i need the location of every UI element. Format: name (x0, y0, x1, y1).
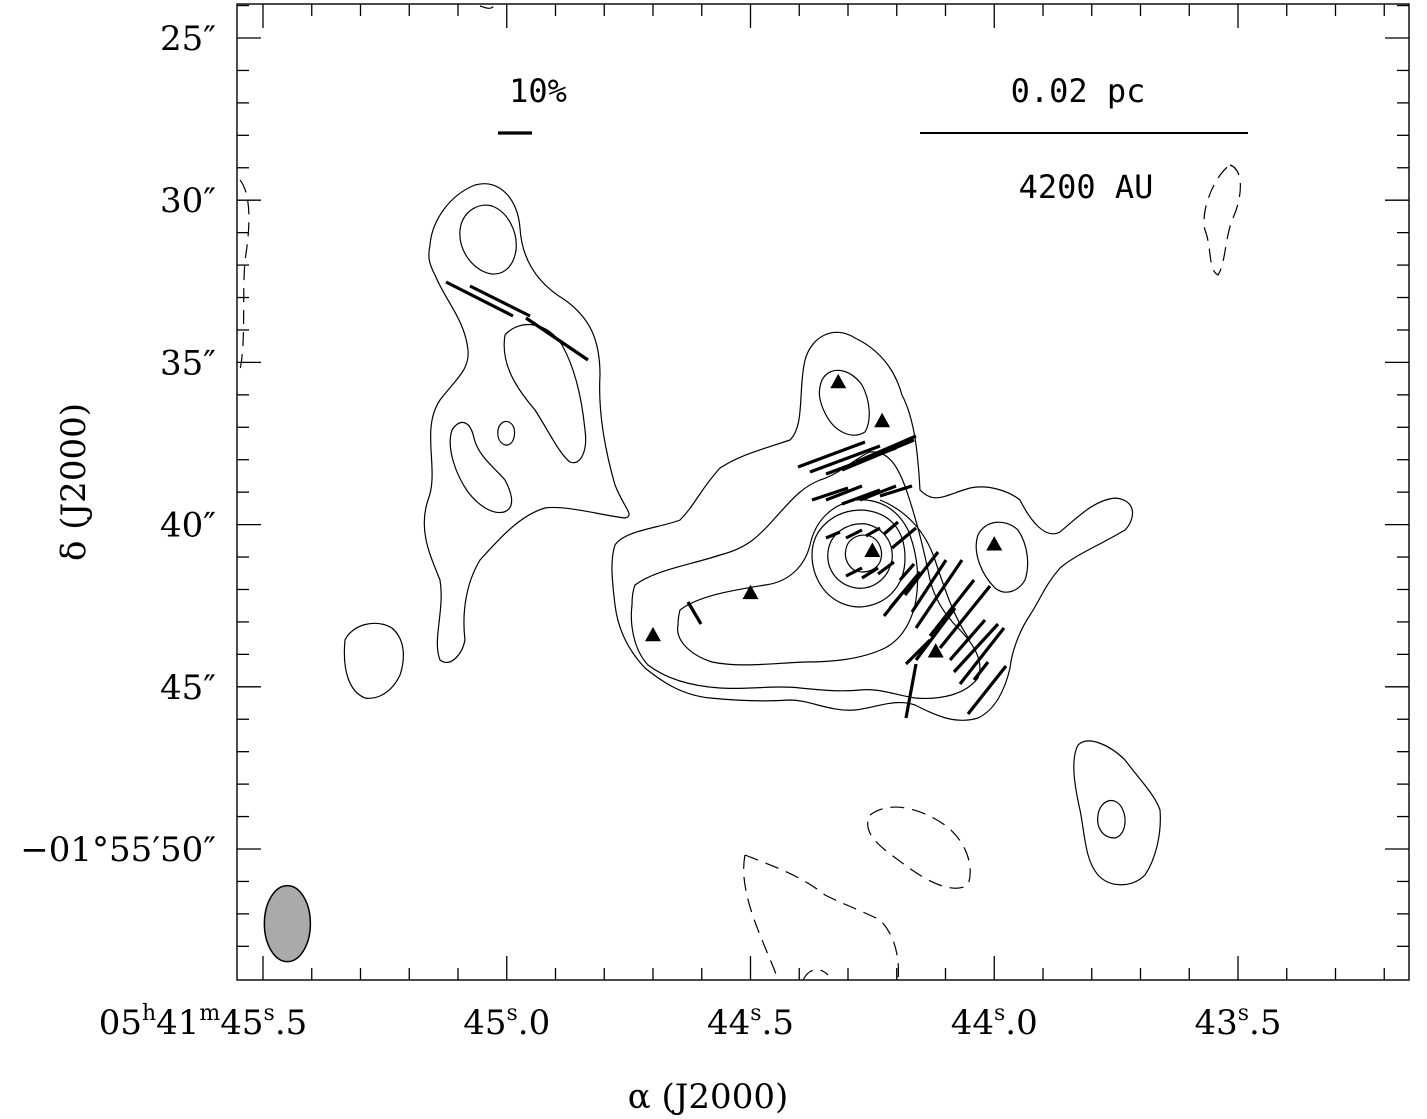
beam-ellipse (263, 884, 312, 963)
pol-vector (948, 618, 987, 662)
source-triangle (830, 373, 847, 389)
polarization-scale-label: 10% (509, 72, 567, 110)
pol-vector (861, 566, 879, 580)
contour-north-lobe (818, 369, 870, 436)
source-triangle (742, 584, 759, 600)
contour-se-island-inner (1097, 799, 1126, 839)
pol-vector (841, 438, 915, 472)
source-triangle (874, 412, 891, 428)
y-tick-label: 45″ (160, 668, 216, 708)
polarization-vectors (445, 280, 1008, 719)
x-tick-label: 44s.5 (707, 1001, 794, 1043)
pol-vector (686, 601, 703, 625)
pol-vector (928, 579, 976, 637)
pol-vector (952, 622, 1000, 674)
y-tick-label: 35″ (160, 343, 216, 383)
pol-vector (469, 284, 531, 318)
contour-nw-peak2 (503, 324, 587, 464)
pol-vector (811, 486, 849, 502)
y-tick-label: 40″ (160, 506, 216, 546)
pol-vector (809, 444, 881, 474)
pol-vector (825, 484, 863, 502)
neg-contour-south-3 (743, 854, 779, 981)
contour-nw-outer (423, 183, 630, 663)
contour-nw-peak1 (459, 204, 517, 275)
contour-main-level2 (630, 451, 981, 700)
pol-vector (845, 528, 863, 540)
x-tick-label: 05h41m45s.5 (99, 1001, 308, 1043)
y-tick-label: 25″ (160, 19, 216, 59)
emission-contours (343, 183, 1161, 886)
plot-frame (236, 3, 1410, 981)
contour-nw-peak4 (497, 420, 516, 446)
contour-main-level3 (677, 499, 919, 666)
source-triangle (927, 643, 944, 658)
pol-vector (882, 520, 900, 536)
contour-east-arc (879, 499, 971, 641)
pol-vector (841, 488, 881, 506)
pol-vector (859, 484, 897, 502)
pol-vector (888, 570, 922, 610)
contour-nw-peak3 (449, 421, 513, 514)
source-triangle (864, 542, 881, 557)
pol-vector (972, 661, 990, 681)
y-axis-title: δ (J2000) (54, 403, 94, 561)
x-tick-label: 44s.0 (951, 1001, 1038, 1043)
y-tick-label: 30″ (160, 181, 216, 221)
negative-contours (239, 5, 1241, 981)
pol-vector (855, 434, 917, 464)
pol-vector (914, 559, 964, 629)
contour-se-island-outer (1073, 740, 1161, 886)
contour-west-island (343, 622, 404, 699)
contour-core-level4 (811, 509, 906, 608)
source-triangle (645, 626, 661, 642)
x-tick-label: 43s.5 (1194, 1001, 1281, 1043)
pol-vector (904, 663, 918, 719)
neg-contour-south-2 (744, 854, 900, 981)
pol-vector (903, 551, 940, 596)
pol-vector (845, 566, 863, 578)
contour-east-knot (975, 521, 1029, 593)
contour-core-level5 (827, 523, 893, 589)
pol-vector (966, 665, 1008, 715)
y-tick-labels: 25″ 30″ 35″ 40″ 45″ −01°55′50″ (20, 19, 216, 870)
contour-core-level6 (844, 534, 883, 573)
neg-contour-top (479, 5, 495, 9)
source-triangle (986, 536, 1003, 551)
pol-vector (445, 280, 514, 318)
pol-vector (910, 559, 948, 613)
contour-main-outer (611, 331, 1133, 721)
neg-contour-south-1 (867, 806, 971, 889)
pol-vector (914, 607, 957, 661)
x-tick-labels: 05h41m45s.5 45s.0 44s.5 44s.0 43s.5 (99, 1001, 1282, 1043)
pol-vector (879, 484, 913, 498)
pol-vector (525, 316, 589, 362)
pol-vector (865, 526, 881, 538)
scale-annotations: 10% 0.02 pc 4200 AU (498, 72, 1248, 206)
pol-vector (938, 584, 992, 650)
pol-vector (797, 440, 866, 469)
pol-vector (958, 627, 1006, 685)
neg-contour-west-edge (239, 179, 250, 371)
au-scale-label: 4200 AU (1019, 168, 1154, 206)
pol-vector (877, 560, 895, 576)
source-markers (645, 373, 1003, 658)
linear-scale-label: 0.02 pc (1011, 72, 1146, 110)
neg-contour-ne (1203, 164, 1241, 276)
x-axis-title: α (J2000) (628, 1077, 788, 1117)
x-tick-label: 45s.0 (463, 1001, 550, 1043)
neg-contour-south-4 (802, 968, 829, 981)
pol-vector (890, 526, 918, 550)
axis-ticks (237, 4, 1409, 980)
pol-vector (898, 562, 916, 582)
pol-vector (825, 530, 841, 540)
y-tick-label: −01°55′50″ (20, 830, 216, 870)
